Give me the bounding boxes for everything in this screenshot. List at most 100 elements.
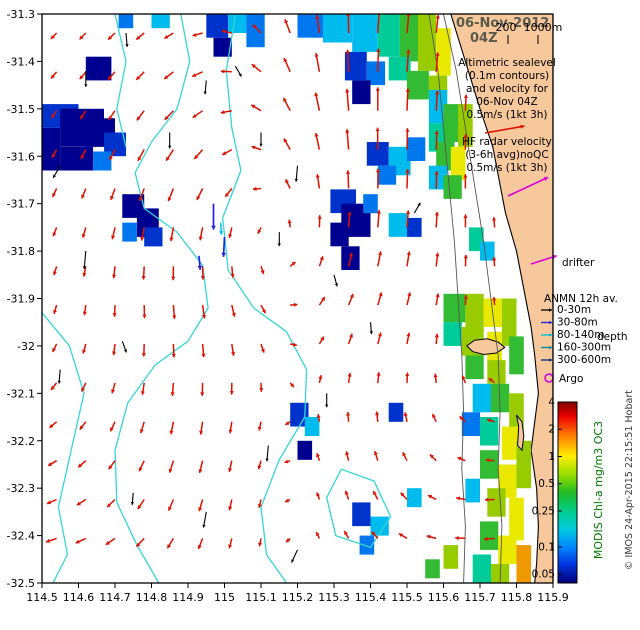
- anmn-legend-title: ANMN 12h av.: [544, 293, 618, 305]
- velocity-arrow-red-head: [398, 533, 403, 538]
- chlorophyll-cell: [122, 222, 137, 242]
- chlorophyll-cell: [443, 322, 462, 346]
- velocity-arrow-red-head: [230, 273, 235, 278]
- velocity-arrow-red-head: [46, 538, 50, 543]
- chlorophyll-cell: [60, 146, 94, 171]
- velocity-arrow-red-head: [314, 53, 319, 57]
- velocity-arrow-red-head: [110, 195, 114, 200]
- velocity-arrow-red-head: [485, 458, 490, 463]
- altimetric-sample-arrow: [484, 125, 525, 134]
- chlorophyll-cell: [352, 502, 371, 527]
- sealevel-contour: [114, 14, 209, 583]
- velocity-arrow-red-head: [373, 451, 378, 455]
- colorbar-tick-label: 1: [548, 451, 555, 463]
- chlorophyll-cell: [450, 146, 466, 180]
- anmn-depth-sample-arrow-head: [549, 358, 552, 362]
- velocity-arrow-red-head: [405, 372, 410, 377]
- island-garden: [516, 414, 525, 452]
- velocity-arrow-red-head: [75, 539, 80, 544]
- velocity-arrow-red-head: [284, 459, 289, 464]
- velocity-arrow-red-head: [426, 534, 431, 539]
- velocity-arrow-red-head: [51, 114, 56, 119]
- colorbar-tick-label: 0.25: [532, 505, 555, 517]
- velocity-arrow-red-head: [405, 169, 410, 173]
- chlorophyll-cell: [206, 14, 229, 38]
- chlorophyll-cell: [246, 14, 265, 48]
- velocity-arrow-red-head: [378, 251, 383, 256]
- mooring-arrow-blue-head: [197, 265, 203, 270]
- mooring-arrow-black-head: [125, 44, 129, 47]
- velocity-arrow-red-head: [314, 92, 319, 97]
- anmn-depth-sample-arrow-head: [549, 333, 552, 337]
- velocity-arrow-red-head: [492, 257, 497, 261]
- velocity-arrow-red-head: [112, 313, 117, 317]
- velocity-arrow-red-head: [432, 413, 436, 418]
- velocity-arrow-red-head: [81, 233, 86, 238]
- chlorophyll-cell: [228, 14, 247, 33]
- velocity-arrow-red-head: [260, 348, 265, 353]
- velocity-arrow-red-head: [492, 296, 497, 301]
- velocity-arrow-red-head: [463, 214, 468, 218]
- y-axis-tick-label: -31.3: [7, 8, 35, 21]
- chlorophyll-cell: [399, 14, 418, 62]
- chlorophyll-cell: [501, 426, 521, 460]
- colorbar-tick-label: 2: [548, 424, 555, 436]
- chlorophyll-cell: [407, 217, 422, 237]
- mooring-arrow-black-head: [334, 283, 338, 287]
- velocity-arrow-red-head: [315, 15, 320, 19]
- y-axis-tick-label: -32.1: [7, 387, 35, 400]
- velocity-arrow-red-head: [139, 429, 144, 434]
- anmn-depth-sample-arrow-head: [549, 308, 552, 312]
- velocity-arrow-red-head: [225, 192, 230, 197]
- x-axis-tick-label: 115.5: [391, 591, 423, 604]
- mooring-arrow-black-head: [277, 243, 281, 247]
- velocity-arrow-red: [377, 48, 380, 72]
- chlorophyll-cell: [388, 56, 411, 81]
- argo-label: Argo: [559, 373, 583, 385]
- chlorophyll-cell: [472, 383, 491, 413]
- hf-radar-legend-line: 0.5m/s (1kt 3h): [466, 162, 547, 174]
- velocity-arrow-red-head: [138, 467, 143, 472]
- velocity-arrow-red-head: [229, 391, 234, 395]
- velocity-arrow-red-head: [80, 154, 85, 159]
- chlorophyll-cell: [498, 535, 517, 565]
- velocity-arrow-red-head: [435, 252, 440, 257]
- x-axis-tick-label: 115.6: [428, 591, 460, 604]
- chlorophyll-cell: [487, 488, 506, 517]
- velocity-arrow-red-head: [164, 34, 169, 39]
- velocity-arrow-red-head: [164, 75, 169, 79]
- chlorophyll-cell: [213, 37, 232, 57]
- velocity-arrow-red-head: [82, 311, 87, 316]
- velocity-arrow-red-head: [291, 261, 296, 266]
- altimetric-legend-line: (0.1m contours): [465, 70, 549, 82]
- mooring-arrow-black-head: [325, 404, 329, 408]
- velocity-arrow-red-head: [253, 186, 257, 191]
- velocity-arrow-red-head: [112, 274, 117, 279]
- velocity-arrow-red-head: [138, 197, 143, 201]
- velocity-arrow-red-head: [108, 116, 113, 120]
- velocity-arrow-red-head: [347, 373, 352, 377]
- velocity-arrow-red-head: [168, 468, 173, 473]
- velocity-arrow-red-head: [167, 197, 172, 202]
- colorbar-tick-label: 0.1: [538, 541, 555, 553]
- velocity-arrow-red-head: [171, 276, 176, 281]
- sealevel-contour: [42, 312, 85, 583]
- velocity-arrow-red-head: [231, 312, 236, 317]
- chlorophyll-cell: [436, 28, 451, 76]
- velocity-arrow-red-head: [261, 309, 266, 314]
- chlorophyll-cell: [344, 51, 367, 81]
- y-axis-tick-label: -31.5: [7, 103, 35, 116]
- velocity-arrow-red-head: [435, 52, 440, 56]
- chlorophyll-cell: [465, 478, 480, 503]
- chlorophyll-cell: [304, 417, 320, 436]
- altimetric-legend-line: and velocity for: [466, 83, 549, 95]
- chlorophyll-cell: [42, 127, 61, 171]
- velocity-arrow-red-head: [47, 500, 51, 505]
- velocity-arrow-red-head: [488, 378, 493, 382]
- drifter-label: drifter: [562, 257, 595, 269]
- velocity-arrow-red-head: [108, 35, 112, 40]
- altimetric-legend-line: 0.5m/s (1kt 3h): [466, 109, 547, 121]
- velocity-arrow-red-head: [345, 49, 350, 54]
- velocity-arrow-red-head: [455, 536, 459, 541]
- velocity-arrow-red-head: [403, 412, 408, 417]
